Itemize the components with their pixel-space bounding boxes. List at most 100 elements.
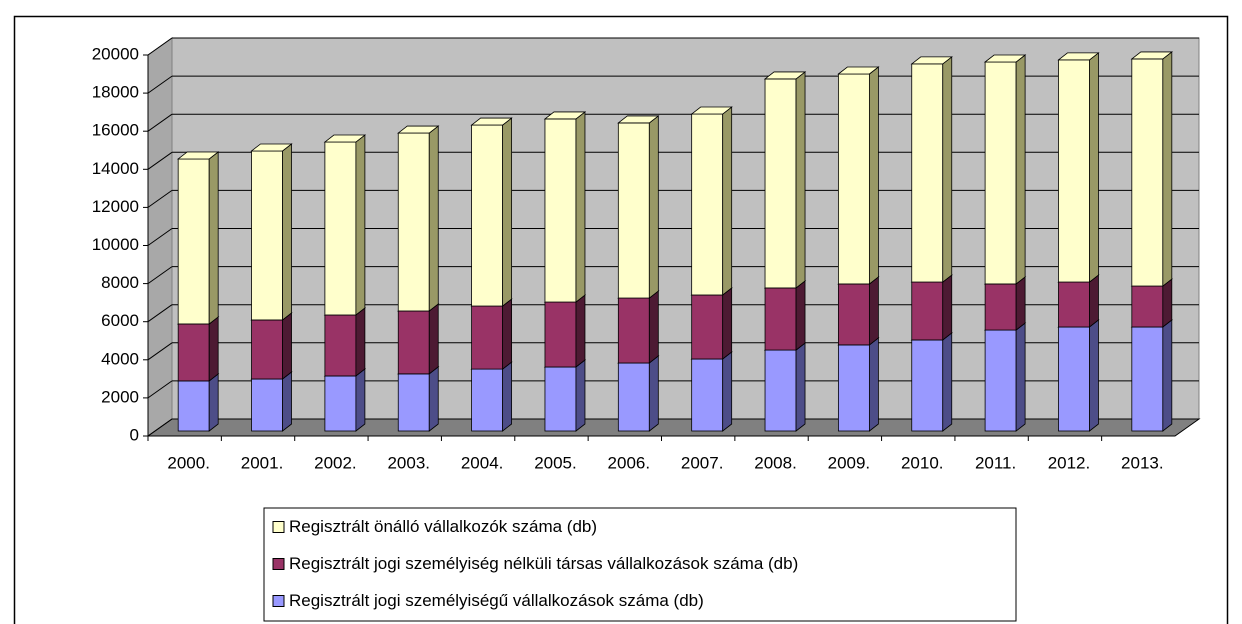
bar-side	[208, 316, 219, 382]
bar-segment	[837, 337, 880, 432]
bar	[1131, 285, 1164, 328]
legend-swatch	[272, 558, 285, 570]
bar	[691, 294, 724, 360]
bar	[397, 373, 430, 432]
x-tick-label: 2007.	[681, 453, 724, 472]
bar	[397, 310, 430, 375]
bar	[837, 283, 870, 346]
y-tick-label: 16000	[92, 121, 139, 140]
legend-label: Regisztrált jogi személyiség nélküli tár…	[289, 554, 798, 573]
legend-label: Regisztrált önálló vállalkozók száma (db…	[289, 517, 597, 536]
bar-segment	[397, 366, 440, 432]
grid-line	[147, 418, 173, 437]
bar-top	[617, 115, 660, 124]
bar	[471, 368, 504, 432]
bar-segment	[250, 312, 293, 380]
bar-top	[983, 54, 1027, 63]
bar	[837, 73, 870, 285]
bar-side	[868, 276, 879, 346]
bar	[1131, 58, 1164, 287]
bar-side	[355, 368, 366, 432]
legend-swatch	[272, 595, 285, 607]
bar-side	[795, 280, 806, 351]
bar-segment	[1057, 319, 1100, 432]
y-tick-label: 8000	[101, 273, 139, 292]
bar-side	[868, 66, 879, 285]
bar	[397, 132, 430, 312]
bar-top	[250, 143, 293, 152]
grid-line	[147, 189, 173, 208]
bar-side	[502, 361, 513, 432]
bar-segment	[763, 342, 807, 432]
bar-segment	[1130, 319, 1173, 432]
bar	[911, 339, 944, 432]
bar	[177, 158, 210, 325]
bar-side	[575, 359, 586, 432]
bar-segment	[910, 56, 953, 283]
floor	[146, 418, 1201, 437]
bar	[617, 122, 650, 299]
bar-top	[1057, 52, 1100, 61]
bar-side	[208, 373, 219, 432]
bar-top	[910, 56, 953, 65]
bar-segment	[323, 368, 367, 432]
bar-segment	[690, 106, 733, 296]
y-tick-label: 10000	[92, 235, 139, 254]
bar	[691, 358, 724, 432]
bar	[324, 141, 357, 316]
y-tick-label: 12000	[92, 197, 139, 216]
bar-segment	[837, 276, 880, 346]
legend-label: Regisztrált jogi személyiségű vállalkozá…	[289, 591, 704, 610]
bar-top	[470, 117, 513, 126]
bar-segment	[543, 111, 587, 303]
bar-segment	[397, 125, 440, 312]
bar-side	[575, 294, 586, 368]
bar-side	[722, 106, 733, 296]
bar	[984, 61, 1017, 285]
bar	[911, 281, 944, 341]
bar-side	[1162, 51, 1173, 287]
bar	[544, 366, 577, 432]
grid-line	[147, 304, 173, 323]
y-tick-label: 20000	[92, 44, 139, 63]
bar-side	[1015, 54, 1026, 285]
bar	[911, 63, 944, 283]
x-tick-label: 2002.	[314, 453, 357, 472]
bar-side	[282, 312, 292, 380]
bar-segment	[323, 134, 367, 316]
x-tick-label: 2008.	[754, 453, 797, 472]
bar	[177, 380, 210, 432]
bar	[1058, 326, 1090, 432]
bar	[1058, 59, 1090, 283]
grid-line	[147, 151, 173, 170]
grid-line	[147, 380, 173, 399]
y-tick-label: 4000	[101, 349, 139, 368]
bar-side	[502, 117, 513, 307]
bar-segment	[617, 290, 660, 364]
bar	[324, 375, 357, 432]
grid-line	[147, 266, 173, 285]
bar-top	[177, 151, 220, 160]
bar-side	[942, 332, 953, 432]
grid-line	[147, 75, 173, 94]
bar-side	[502, 298, 513, 370]
bar	[251, 378, 283, 432]
bar-segment	[543, 294, 587, 368]
bar-top	[1130, 51, 1173, 60]
bar-side	[1089, 319, 1099, 432]
bar	[617, 362, 650, 432]
bar-top	[397, 125, 440, 134]
y-tick-label: 2000	[101, 387, 139, 406]
bar	[544, 301, 577, 368]
bar-side	[648, 355, 659, 432]
bar	[837, 344, 870, 432]
bar-top	[323, 134, 367, 143]
bar-segment	[690, 287, 733, 360]
y-tick-label: 14000	[92, 159, 139, 178]
bar-side	[722, 351, 733, 432]
bar	[1058, 281, 1090, 328]
bar	[764, 78, 797, 289]
grid-line	[147, 342, 173, 361]
bar-segment	[763, 71, 807, 289]
bar-side	[428, 125, 439, 312]
